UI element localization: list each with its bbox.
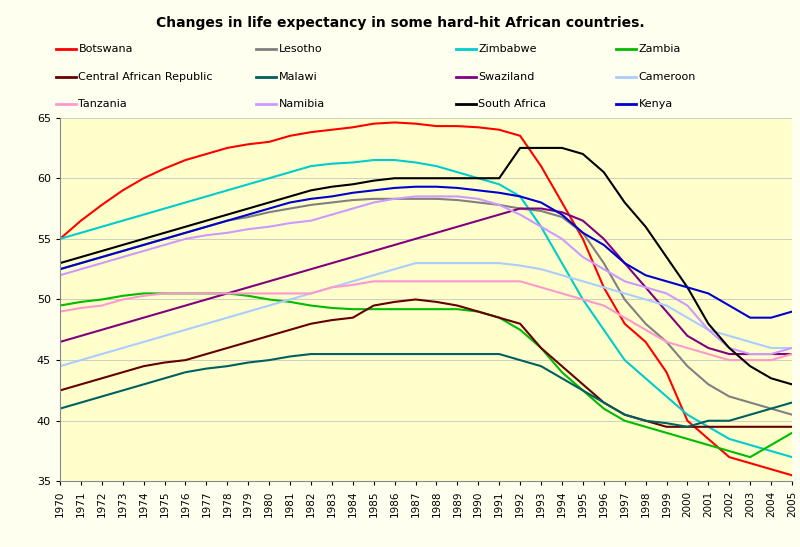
Text: Namibia: Namibia (278, 99, 325, 109)
Text: Zambia: Zambia (638, 44, 681, 54)
Text: Swaziland: Swaziland (478, 72, 534, 82)
Text: Zimbabwe: Zimbabwe (478, 44, 537, 54)
Text: Kenya: Kenya (638, 99, 673, 109)
Text: Central African Republic: Central African Republic (78, 72, 213, 82)
Text: Malawi: Malawi (278, 72, 317, 82)
Text: Changes in life expectancy in some hard-hit African countries.: Changes in life expectancy in some hard-… (156, 16, 644, 31)
Text: Botswana: Botswana (78, 44, 133, 54)
Text: Tanzania: Tanzania (78, 99, 127, 109)
Text: South Africa: South Africa (478, 99, 546, 109)
Text: Lesotho: Lesotho (278, 44, 322, 54)
Text: Cameroon: Cameroon (638, 72, 696, 82)
